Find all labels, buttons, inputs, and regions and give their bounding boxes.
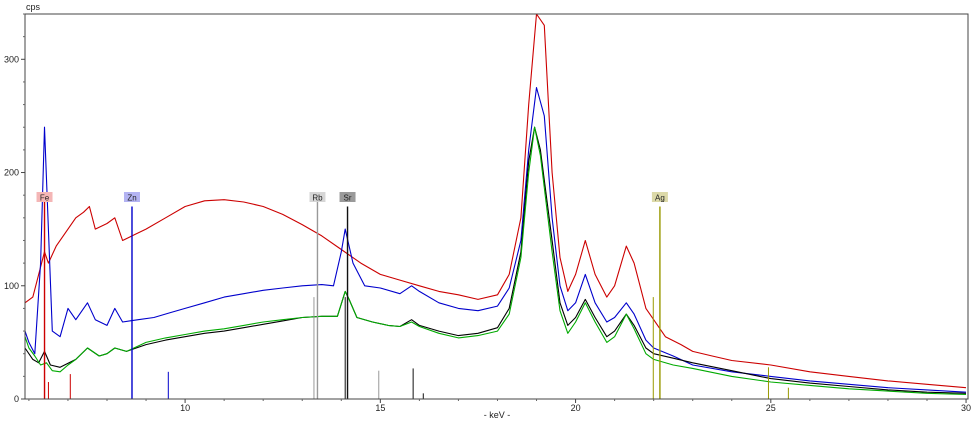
line-markers-layer [44, 297, 789, 399]
element-label-rb: Rb [312, 194, 323, 203]
y-tick-label-0: 0 [14, 394, 19, 404]
plot-background [25, 14, 968, 399]
element-tag-ag[interactable] [651, 192, 668, 202]
series-line-0 [24, 13, 967, 389]
series-layer [24, 13, 967, 396]
x-tick-label-2: 20 [571, 403, 581, 413]
element-label-zn: Zn [127, 194, 136, 203]
x-axis-title: - keV - [484, 410, 511, 420]
element-tag-rb[interactable] [309, 192, 326, 202]
element-tag-zn[interactable] [123, 192, 140, 202]
element-tag-sr[interactable] [339, 192, 356, 202]
y-tick-label-1: 100 [4, 281, 19, 291]
x-tick-label-3: 25 [766, 403, 776, 413]
series-line-1 [24, 87, 967, 393]
y-tick-label-3: 300 [4, 54, 19, 64]
x-tick-label-0: 10 [180, 403, 190, 413]
x-tick-label-1: 15 [375, 403, 385, 413]
x-tick-label-4: 30 [961, 403, 971, 413]
element-label-ag: Ag [655, 194, 665, 203]
series-line-3 [24, 126, 967, 396]
element-label-fe: Fe [40, 194, 50, 203]
plot-frame [24, 13, 969, 400]
y-axis-title: cps [26, 2, 41, 12]
element-markers-layer: Fe Zn Rb Sr Ag [36, 192, 668, 399]
y-tick-label-2: 200 [4, 168, 19, 178]
element-label-sr: Sr [344, 194, 352, 203]
element-tag-fe[interactable] [36, 192, 53, 202]
